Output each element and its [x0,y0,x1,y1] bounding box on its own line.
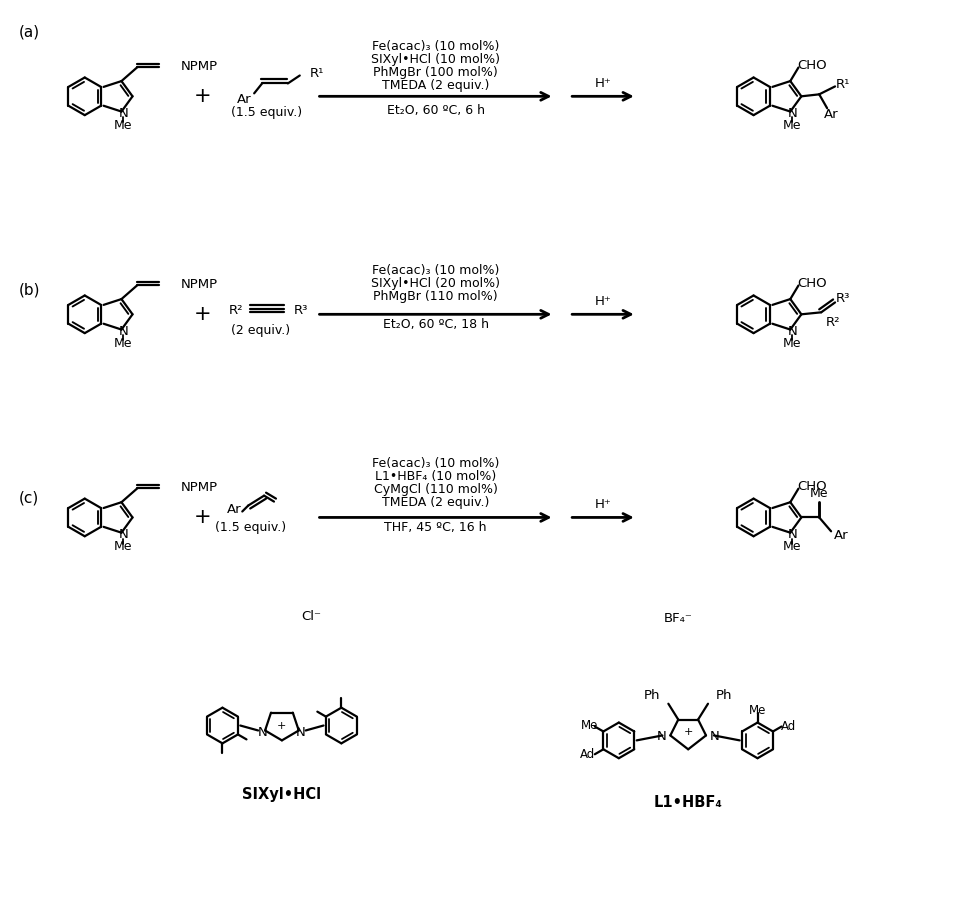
Text: (2 equiv.): (2 equiv.) [230,324,290,337]
Text: (a): (a) [19,25,39,39]
Text: R¹: R¹ [310,67,324,80]
Text: (c): (c) [19,490,38,505]
Text: R¹: R¹ [836,78,851,91]
Text: CHO: CHO [798,480,827,493]
Text: (1.5 equiv.): (1.5 equiv.) [230,106,302,119]
Text: Ar: Ar [834,529,849,541]
Text: Cl⁻: Cl⁻ [302,610,321,623]
Text: H⁺: H⁺ [595,77,612,90]
Text: Ad: Ad [781,720,796,733]
Text: CHO: CHO [798,277,827,290]
Text: R³: R³ [294,304,308,317]
Text: +: + [277,720,286,730]
Text: PhMgBr (100 mol%): PhMgBr (100 mol%) [373,66,498,79]
Text: Fe(acac)₃ (10 mol%): Fe(acac)₃ (10 mol%) [371,457,499,470]
Text: N: N [710,729,719,743]
Text: NPMP: NPMP [181,481,218,494]
Text: +: + [194,508,212,528]
Text: SIXyl•HCl: SIXyl•HCl [242,787,321,803]
Text: CHO: CHO [798,59,827,72]
Text: BF₄⁻: BF₄⁻ [663,612,693,625]
Text: N: N [258,726,268,739]
Text: SIXyl•HCl (10 mol%): SIXyl•HCl (10 mol%) [371,53,500,66]
Text: Ar: Ar [227,503,242,516]
Text: +: + [194,87,212,106]
Text: Me: Me [783,337,802,350]
Text: Et₂O, 60 ºC, 6 h: Et₂O, 60 ºC, 6 h [386,104,484,117]
Text: SIXyl•HCl (20 mol%): SIXyl•HCl (20 mol%) [371,277,500,290]
Text: N: N [119,107,128,120]
Text: N: N [657,729,666,743]
Text: Et₂O, 60 ºC, 18 h: Et₂O, 60 ºC, 18 h [382,318,488,331]
Text: Me: Me [115,337,132,350]
Text: Me: Me [809,488,828,500]
Text: N: N [119,528,128,541]
Text: Ad: Ad [580,748,596,761]
Text: NPMP: NPMP [181,59,218,73]
Text: THF, 45 ºC, 16 h: THF, 45 ºC, 16 h [384,520,487,534]
Text: (b): (b) [19,282,40,297]
Text: +: + [194,304,212,324]
Text: R³: R³ [836,292,851,305]
Text: R²: R² [228,304,243,317]
Text: R²: R² [826,316,840,329]
Text: H⁺: H⁺ [595,498,612,511]
Text: Me: Me [115,540,132,553]
Text: Me: Me [115,119,132,131]
Text: Me: Me [783,119,802,131]
Text: Me: Me [749,704,766,717]
Text: TMEDA (2 equiv.): TMEDA (2 equiv.) [382,496,489,509]
Text: Ph: Ph [716,689,732,702]
Text: N: N [787,325,797,338]
Text: NPMP: NPMP [181,278,218,290]
Text: (1.5 equiv.): (1.5 equiv.) [215,520,286,534]
Text: L1•HBF₄: L1•HBF₄ [654,795,722,811]
Text: Me: Me [581,719,599,732]
Text: Me: Me [783,540,802,553]
Text: Fe(acac)₃ (10 mol%): Fe(acac)₃ (10 mol%) [371,264,499,278]
Text: Ar: Ar [237,93,252,106]
Text: N: N [296,726,306,739]
Text: N: N [787,528,797,541]
Text: Fe(acac)₃ (10 mol%): Fe(acac)₃ (10 mol%) [371,40,499,53]
Text: CyMgCl (110 mol%): CyMgCl (110 mol%) [373,483,498,496]
Text: L1•HBF₄ (10 mol%): L1•HBF₄ (10 mol%) [375,470,496,483]
Text: TMEDA (2 equiv.): TMEDA (2 equiv.) [382,79,489,92]
Text: Ph: Ph [644,689,661,702]
Text: Ar: Ar [824,108,839,121]
Text: N: N [787,107,797,120]
Text: PhMgBr (110 mol%): PhMgBr (110 mol%) [373,290,498,303]
Text: H⁺: H⁺ [595,295,612,308]
Text: N: N [119,325,128,338]
Text: +: + [683,728,693,738]
